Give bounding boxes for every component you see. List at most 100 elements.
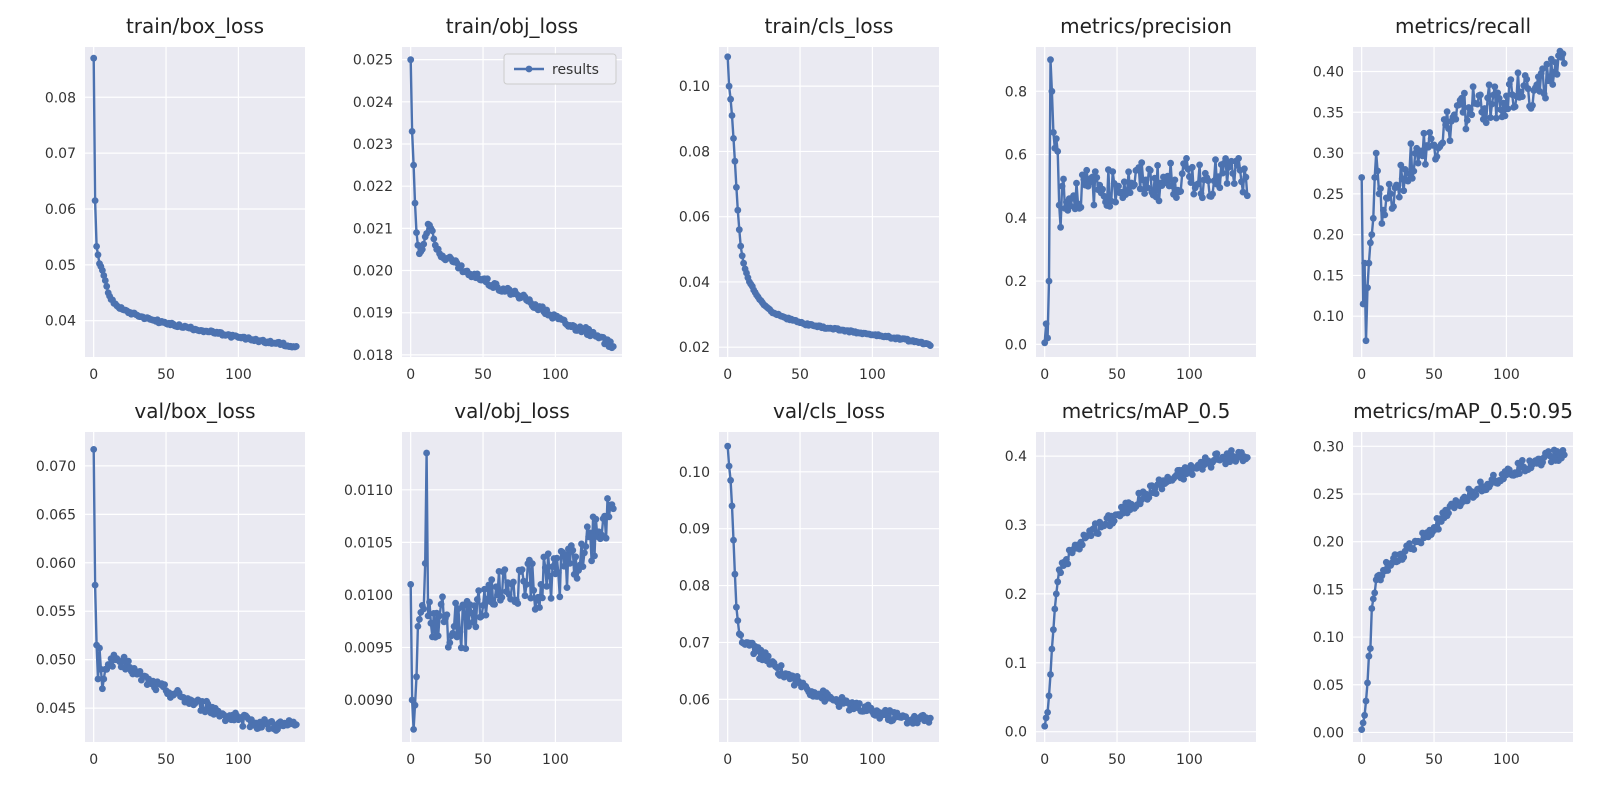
data-point (1440, 116, 1448, 123)
data-point (514, 600, 522, 607)
data-point (735, 226, 743, 234)
data-point (724, 442, 732, 450)
chart-title: val/cls_loss (773, 399, 885, 423)
data-point (737, 242, 745, 250)
x-tick-label: 100 (1493, 367, 1520, 383)
data-point (1045, 277, 1053, 285)
data-point (1500, 99, 1507, 107)
data-point (1091, 168, 1099, 176)
data-point (1394, 182, 1402, 190)
data-point (1188, 163, 1196, 171)
data-point (99, 267, 106, 274)
data-point (1230, 180, 1238, 188)
data-point (453, 633, 461, 641)
data-point (537, 581, 545, 588)
plot-area (719, 432, 939, 742)
y-tick-label: 0.070 (36, 459, 76, 475)
data-point (292, 721, 300, 728)
data-point (1368, 605, 1376, 612)
data-point (423, 230, 430, 237)
data-point (1433, 153, 1441, 161)
y-tick-label: 0.05 (45, 258, 76, 274)
data-point (572, 553, 580, 561)
data-point (1138, 159, 1146, 167)
y-tick-label: 0.1 (1005, 656, 1027, 672)
data-point (426, 598, 433, 606)
data-point (554, 569, 562, 577)
y-tick-label: 0.4 (1005, 211, 1027, 227)
legend: results (503, 53, 617, 85)
data-point (1507, 76, 1515, 83)
y-tick-label: 0.04 (679, 275, 710, 291)
data-point (1229, 170, 1237, 177)
data-point (583, 523, 591, 531)
data-point (91, 197, 99, 205)
chart-title: train/cls_loss (765, 14, 894, 38)
y-tick-label: 0.25 (1313, 187, 1344, 203)
x-tick-label: 50 (474, 367, 492, 383)
data-point (1178, 170, 1186, 178)
data-point (1381, 211, 1389, 219)
data-point (725, 82, 733, 90)
data-point (472, 623, 480, 631)
x-tick-label: 50 (1108, 752, 1126, 768)
data-point (1243, 454, 1251, 461)
x-tick-label: 0 (723, 752, 732, 768)
data-point (1359, 300, 1367, 308)
data-point (547, 594, 555, 602)
data-point (1216, 184, 1224, 192)
data-point (1364, 284, 1371, 292)
x-tick-label: 100 (542, 752, 569, 768)
data-point (737, 631, 745, 639)
data-point (439, 593, 446, 601)
data-point (1458, 94, 1465, 102)
plot-area (1036, 432, 1256, 742)
data-point (1371, 589, 1379, 597)
data-point (1468, 111, 1476, 119)
data-point (1529, 102, 1536, 109)
chart-panel-4: metrics/recall 0 50 100 0.10 0.15 0.20 0.25 0.30… (1313, 14, 1573, 383)
data-point (1151, 174, 1159, 182)
data-point (1155, 197, 1163, 205)
data-point (498, 594, 506, 601)
data-point (725, 462, 733, 470)
y-tick-label: 0.023 (353, 137, 393, 153)
data-point (1559, 50, 1567, 58)
data-point (1141, 190, 1148, 197)
data-point (1549, 81, 1557, 88)
y-tick-label: 0.06 (679, 692, 710, 708)
data-point (1524, 85, 1532, 93)
data-point (1543, 60, 1551, 68)
data-point (1365, 259, 1373, 267)
data-point (1401, 166, 1409, 173)
data-point (1422, 160, 1429, 168)
data-point (413, 673, 420, 681)
data-point (1406, 540, 1413, 547)
data-point (1054, 578, 1062, 586)
data-point (1183, 155, 1190, 162)
x-tick-label: 0 (406, 367, 415, 383)
chart-title: val/obj_loss (454, 399, 570, 423)
y-tick-label: 0.8 (1005, 84, 1027, 100)
y-tick-label: 0.06 (679, 210, 710, 226)
data-point (1501, 112, 1509, 120)
x-tick-label: 100 (859, 752, 886, 768)
data-point (1362, 337, 1370, 345)
y-tick-label: 0.15 (1313, 582, 1344, 598)
data-point (414, 623, 422, 630)
y-tick-label: 0.02 (679, 340, 710, 356)
data-point (488, 576, 496, 584)
y-tick-label: 0.0110 (344, 483, 393, 499)
data-point (530, 586, 538, 594)
data-point (734, 206, 742, 214)
data-point (740, 259, 747, 267)
y-tick-label: 0.10 (679, 79, 710, 95)
legend-label: results (552, 62, 599, 78)
data-point (1542, 94, 1549, 102)
data-point (1042, 320, 1050, 328)
data-point (1146, 166, 1154, 174)
plot-area (402, 47, 622, 357)
data-point (1209, 190, 1216, 198)
data-point (443, 611, 451, 619)
data-point (1145, 494, 1153, 501)
